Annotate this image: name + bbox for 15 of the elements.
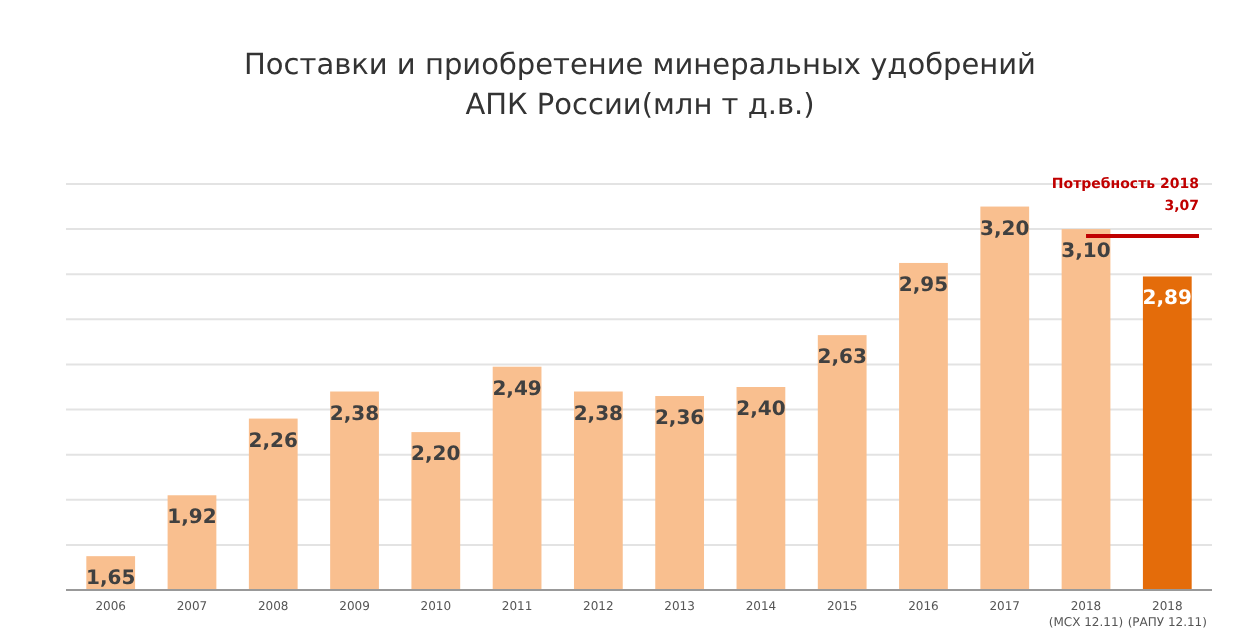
- data-label: 2,36: [654, 408, 705, 431]
- data-label: 1,65: [86, 568, 136, 591]
- data-label: 2,49: [492, 378, 542, 401]
- data-label: 2,20: [411, 444, 461, 467]
- data-label: 1,92: [167, 507, 217, 530]
- data-label: 2,38: [573, 403, 624, 426]
- data-label: 2,95: [898, 274, 949, 297]
- data-label: 2,63: [817, 347, 867, 370]
- data-label: 2,38: [329, 403, 380, 426]
- data-label: 2,40: [736, 399, 786, 421]
- chart-title: Поставки и приобретение минеральных удобрений АПК России(млн т д.в.): [244, 50, 1036, 122]
- data-label: 3,20: [980, 218, 1030, 241]
- data-label: 2,26: [248, 430, 298, 453]
- data-label: 3,10: [1061, 241, 1111, 264]
- data-label: 2,89: [1142, 288, 1193, 311]
